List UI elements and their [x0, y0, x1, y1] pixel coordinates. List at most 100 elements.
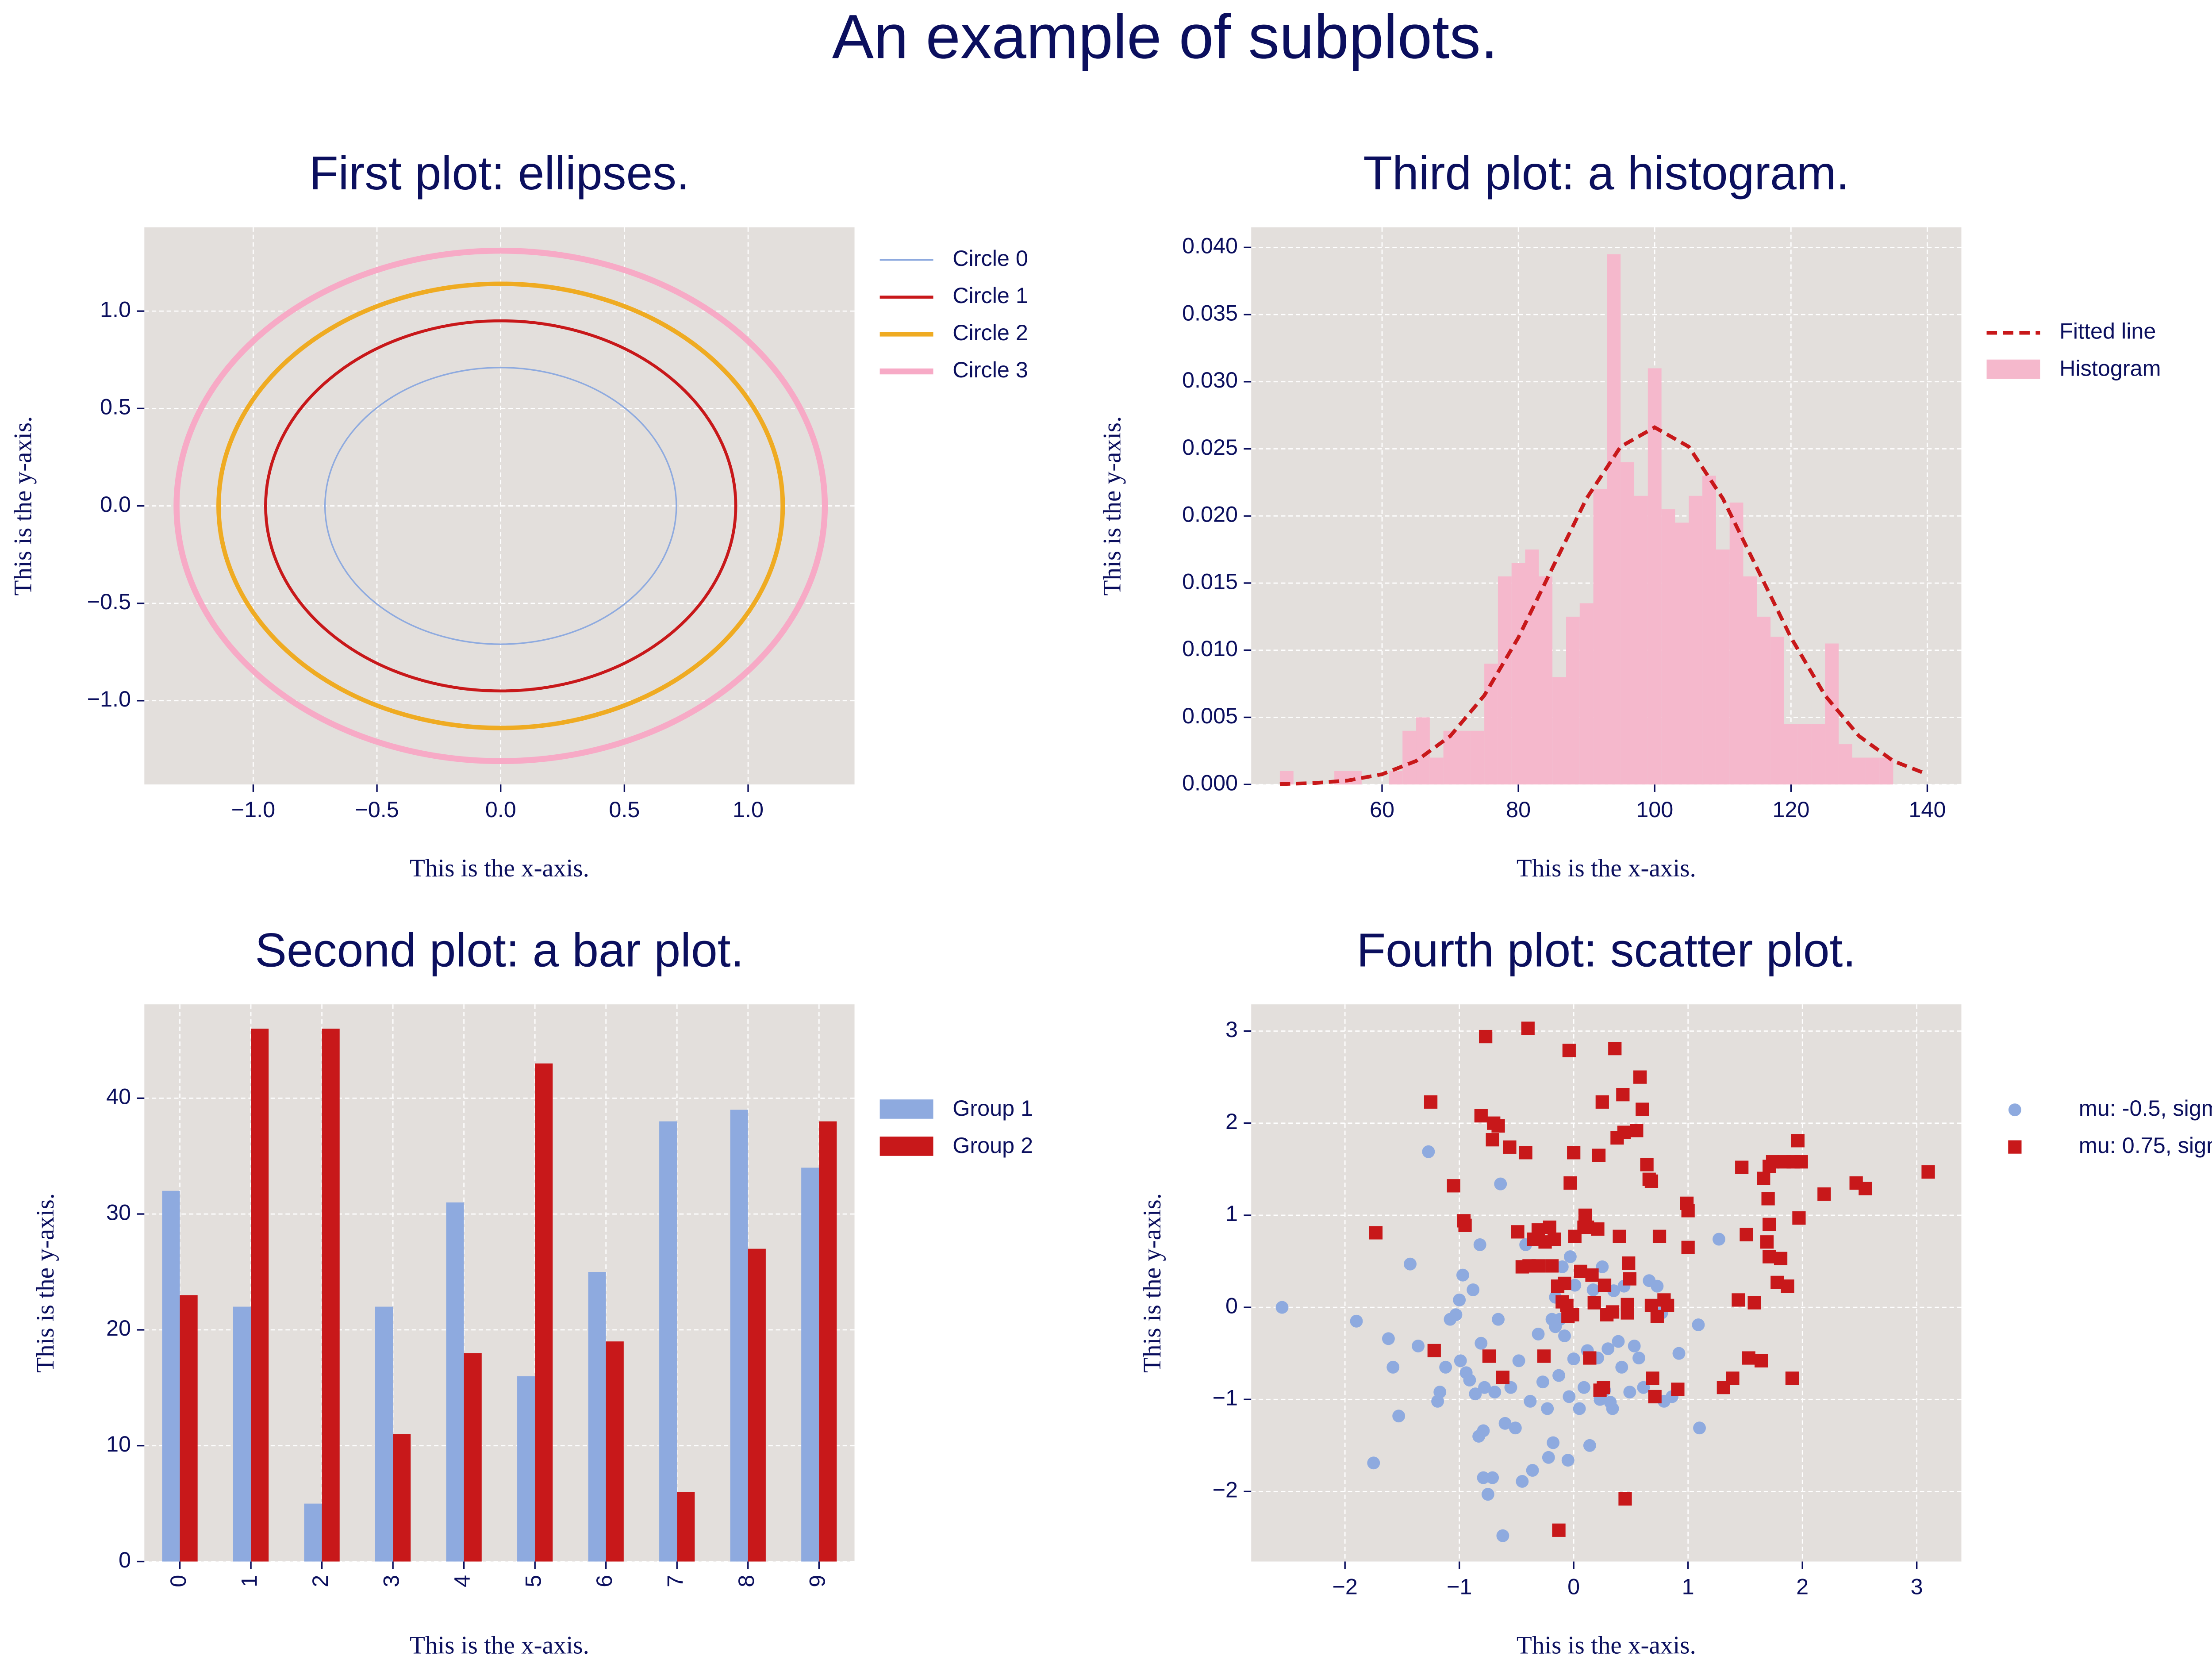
histogram-bar: [1498, 576, 1512, 785]
bar: [304, 1503, 322, 1562]
point: [1597, 1381, 1610, 1394]
subplot: Third plot: a histogram. This is the x-ax…: [1098, 146, 2161, 882]
point: [1504, 1381, 1517, 1394]
point: [1598, 1278, 1612, 1292]
point: [1488, 1386, 1502, 1398]
point: [1591, 1222, 1605, 1236]
point: [1563, 1390, 1576, 1403]
point: [1555, 1260, 1569, 1273]
circle-line: [173, 247, 828, 764]
bar: [588, 1272, 606, 1562]
point: [1548, 1232, 1561, 1246]
y-axis-label: This is the y-axis.: [9, 416, 37, 596]
legend-label: Circle 2: [952, 320, 1028, 345]
x-tick-label: −1: [1447, 1574, 1472, 1599]
point: [1404, 1257, 1417, 1271]
point: [1453, 1293, 1466, 1306]
y-tick-label: 2: [1225, 1109, 1238, 1134]
point: [1735, 1160, 1749, 1174]
point: [1350, 1314, 1363, 1328]
x-tick-label: −2: [1332, 1574, 1357, 1599]
point: [1681, 1241, 1695, 1254]
histogram-bar: [1866, 757, 1880, 785]
x-tick-label: 1.0: [733, 797, 764, 822]
point: [1563, 1176, 1577, 1190]
point: [1531, 1259, 1545, 1273]
point: [1492, 1313, 1505, 1326]
subplot-title: Second plot: a bar plot.: [255, 923, 744, 976]
point: [1566, 1308, 1579, 1321]
x-tick-label: 80: [1506, 797, 1531, 822]
point: [1774, 1252, 1788, 1265]
x-tick-label: 0: [165, 1575, 191, 1587]
histogram-bar: [1429, 757, 1444, 785]
x-tick-label: 0.5: [609, 797, 640, 822]
y-tick-label: 0.005: [1182, 703, 1238, 728]
x-tick-label: 3: [1911, 1574, 1923, 1599]
point: [1732, 1293, 1745, 1307]
point: [1859, 1182, 1872, 1195]
point: [1447, 1179, 1460, 1193]
point: [1469, 1387, 1482, 1401]
histogram-bar: [1852, 757, 1866, 785]
point: [1512, 1354, 1525, 1367]
point: [1606, 1402, 1619, 1415]
point: [1367, 1456, 1380, 1470]
point: [1541, 1402, 1554, 1415]
y-tick-label: 0.025: [1182, 434, 1238, 460]
histogram-bar: [1702, 476, 1716, 785]
point: [1509, 1421, 1522, 1435]
point: [1562, 1044, 1576, 1057]
y-tick-label: 0.010: [1182, 636, 1238, 661]
point: [1491, 1119, 1505, 1133]
point: [1526, 1464, 1539, 1477]
histogram-bar: [1511, 563, 1525, 785]
x-tick-label: 1: [1682, 1574, 1694, 1599]
histogram-bar: [1825, 643, 1839, 785]
point: [1616, 1088, 1630, 1102]
subplot-title: First plot: ellipses.: [309, 146, 690, 200]
point: [1519, 1146, 1532, 1160]
point: [1652, 1229, 1667, 1243]
bar: [322, 1029, 340, 1562]
point: [1781, 1279, 1794, 1293]
point: [1454, 1354, 1467, 1367]
y-tick-label: 3: [1225, 1017, 1238, 1042]
point: [1516, 1475, 1529, 1488]
point: [1392, 1410, 1406, 1423]
point: [1427, 1344, 1441, 1357]
y-tick-label: −1: [1213, 1385, 1238, 1410]
point: [1478, 1381, 1491, 1394]
point: [1382, 1332, 1395, 1345]
x-tick-label: 2: [307, 1575, 333, 1587]
x-tick-label: 6: [591, 1575, 617, 1587]
point: [1651, 1279, 1664, 1293]
point: [1754, 1354, 1768, 1367]
legend-handle: [2008, 1140, 2022, 1154]
x-tick-label: 120: [1772, 797, 1809, 822]
histogram-bar: [1621, 462, 1635, 785]
legend-handle: [2008, 1103, 2021, 1117]
point: [1537, 1349, 1551, 1363]
point: [1531, 1223, 1545, 1237]
y-axis-label: This is the y-axis.: [1138, 1193, 1166, 1373]
histogram-bar: [1757, 616, 1771, 785]
y-tick-label: −1.0: [87, 686, 131, 711]
x-tick-label: 4: [449, 1575, 475, 1587]
point: [1449, 1308, 1463, 1321]
x-tick-label: 1: [236, 1575, 261, 1587]
histogram-bar: [1784, 724, 1798, 785]
legend-label: Circle 1: [952, 283, 1028, 308]
x-tick-label: 2: [1796, 1574, 1809, 1599]
histogram-bar: [1716, 549, 1730, 785]
point: [1692, 1318, 1705, 1332]
point: [1481, 1488, 1494, 1501]
point: [1583, 1439, 1596, 1452]
point: [1498, 1417, 1512, 1430]
subplot-title: Fourth plot: scatter plot.: [1356, 923, 1856, 976]
point: [1713, 1233, 1725, 1246]
point: [1740, 1228, 1753, 1241]
point: [1761, 1192, 1775, 1206]
